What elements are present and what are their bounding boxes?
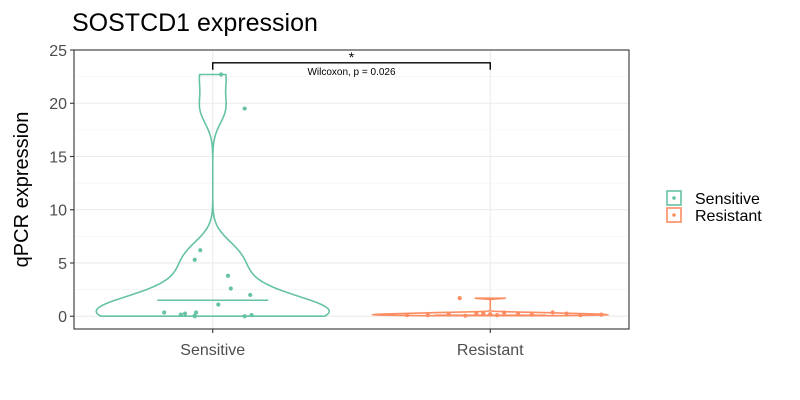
- y-tick-label: 15: [49, 149, 67, 166]
- data-point: [242, 106, 247, 111]
- legend-label-sensitive: Sensitive: [695, 191, 760, 208]
- data-point: [192, 257, 197, 262]
- y-tick-label: 0: [58, 309, 67, 326]
- data-point: [481, 310, 486, 316]
- significance-star: *: [349, 49, 355, 65]
- data-point: [474, 311, 479, 316]
- data-point: [225, 273, 231, 278]
- data-point: [228, 286, 233, 291]
- data-point: [502, 310, 507, 315]
- y-tick-label: 20: [49, 96, 67, 113]
- legend-key-dot: [672, 196, 676, 200]
- y-tick-label: 5: [58, 256, 67, 273]
- data-point: [198, 248, 203, 253]
- data-point: [404, 313, 410, 318]
- data-point: [242, 314, 247, 319]
- data-point: [182, 311, 188, 316]
- data-point: [515, 311, 521, 317]
- data-point: [463, 313, 468, 318]
- chart-title: SOSTCD1 expression: [72, 9, 318, 37]
- comparison-bracket: [212, 62, 491, 70]
- significance-annotation: * Wilcoxon, p = 0.026: [212, 49, 491, 78]
- data-point: [248, 292, 253, 298]
- violin-sensitive: [95, 73, 331, 318]
- data-point: [178, 312, 183, 317]
- data-point: [495, 313, 500, 318]
- data-point: [425, 313, 430, 318]
- data-point: [218, 72, 224, 77]
- comparison-label: Wilcoxon, p = 0.026: [307, 67, 396, 78]
- x-tick-label: Resistant: [457, 342, 524, 359]
- data-point: [599, 312, 604, 317]
- legend-label-resistant: Resistant: [695, 208, 762, 225]
- x-tick-label: Sensitive: [180, 342, 245, 359]
- data-point: [488, 311, 493, 317]
- data-point: [529, 312, 534, 317]
- data-point: [446, 311, 451, 317]
- data-point: [249, 313, 254, 318]
- y-tick-label: 25: [49, 43, 67, 60]
- violin-resistant: [370, 297, 610, 317]
- data-point: [550, 310, 555, 315]
- y-tick-label: 10: [49, 203, 67, 220]
- y-axis: 0 5 10 15 20 25: [49, 43, 74, 326]
- chart-marks: [95, 72, 610, 319]
- grid: [74, 49, 629, 329]
- data-point: [578, 313, 583, 318]
- data-point: [192, 314, 197, 319]
- data-point: [564, 311, 569, 316]
- x-axis: Sensitive Resistant: [180, 329, 524, 359]
- y-axis-label: qPCR expression: [11, 112, 33, 268]
- data-point: [162, 310, 167, 315]
- panel-border: [73, 49, 630, 330]
- data-point: [457, 296, 462, 301]
- data-point: [194, 310, 199, 315]
- legend-key-dot: [672, 213, 676, 217]
- data-point: [216, 302, 221, 307]
